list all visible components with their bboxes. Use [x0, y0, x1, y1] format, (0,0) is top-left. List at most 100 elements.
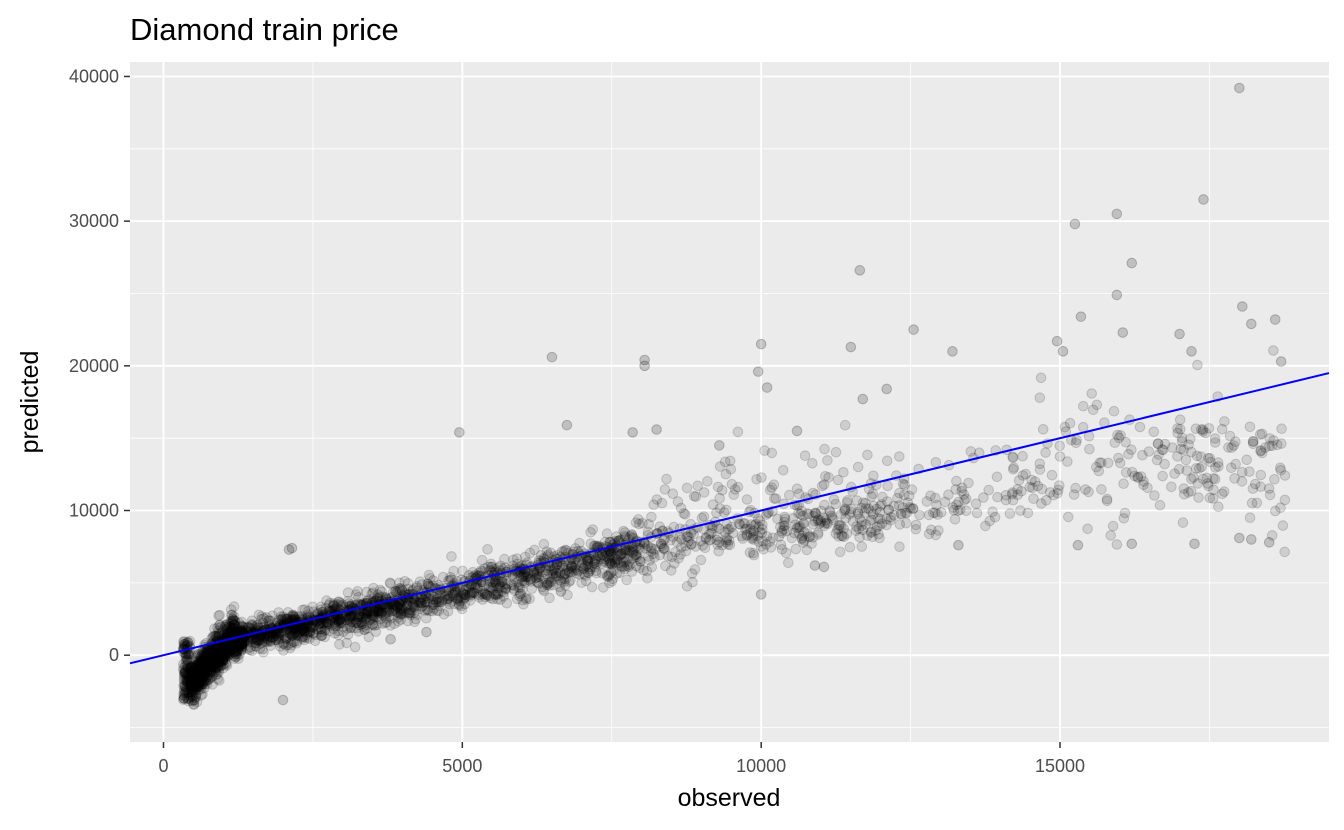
point	[678, 508, 690, 519]
point	[956, 485, 968, 497]
point	[196, 664, 207, 675]
point	[250, 636, 261, 648]
point	[819, 499, 830, 511]
point	[1094, 457, 1106, 469]
point	[213, 657, 224, 668]
point	[809, 508, 821, 519]
point	[286, 638, 297, 649]
x-axis-label: observed	[678, 784, 781, 812]
point	[191, 676, 202, 687]
point	[214, 675, 225, 686]
point	[178, 638, 190, 650]
point	[566, 561, 578, 573]
point	[304, 626, 316, 637]
point	[286, 629, 298, 641]
point	[522, 568, 534, 579]
point	[495, 594, 506, 606]
point	[457, 565, 468, 577]
point	[180, 685, 192, 696]
point	[500, 578, 511, 590]
point	[353, 592, 364, 603]
point	[286, 610, 298, 622]
point	[214, 629, 225, 640]
point	[196, 666, 207, 677]
point	[487, 585, 498, 596]
point	[854, 513, 866, 524]
point	[778, 464, 789, 476]
point	[608, 565, 619, 577]
point	[775, 539, 787, 551]
point	[538, 538, 550, 550]
point	[651, 494, 663, 505]
point	[952, 505, 964, 517]
point	[308, 606, 320, 617]
point	[1255, 445, 1266, 457]
point	[185, 662, 197, 674]
point	[366, 588, 378, 600]
point	[788, 527, 800, 539]
point	[654, 521, 666, 533]
point	[1083, 486, 1094, 498]
point	[264, 615, 275, 627]
point	[824, 505, 835, 517]
point	[499, 553, 510, 565]
point	[200, 672, 212, 684]
point	[749, 520, 760, 531]
point	[786, 532, 798, 544]
point	[1078, 400, 1089, 412]
outlier-point	[947, 346, 958, 357]
point	[196, 654, 207, 666]
point	[704, 535, 715, 546]
outlier-point	[1174, 328, 1185, 340]
point	[601, 558, 613, 569]
point	[566, 561, 577, 572]
point	[193, 676, 204, 687]
point	[1035, 372, 1047, 384]
point	[273, 614, 285, 625]
point	[635, 556, 646, 567]
point	[566, 560, 577, 572]
point	[316, 629, 328, 641]
point	[700, 533, 712, 544]
point	[212, 622, 223, 634]
point	[314, 621, 326, 633]
point	[346, 613, 358, 624]
point	[1172, 427, 1183, 439]
point	[812, 529, 824, 540]
point	[896, 508, 907, 520]
point	[490, 575, 501, 587]
point	[229, 615, 240, 627]
point	[358, 624, 370, 636]
point	[184, 679, 195, 690]
point	[179, 667, 190, 678]
point	[926, 524, 937, 536]
point	[1166, 481, 1177, 493]
point	[180, 665, 191, 677]
point	[630, 517, 642, 528]
point	[415, 597, 427, 609]
point	[1181, 465, 1193, 476]
point	[932, 509, 943, 520]
point	[187, 686, 198, 698]
point	[590, 565, 602, 577]
outlier-point	[1245, 318, 1257, 330]
point	[620, 532, 631, 543]
point	[517, 594, 528, 606]
point	[223, 649, 234, 661]
point	[393, 616, 404, 627]
point	[215, 647, 226, 659]
point	[205, 651, 217, 662]
point	[479, 588, 491, 600]
point	[197, 669, 209, 681]
point	[194, 653, 206, 665]
point	[203, 652, 214, 664]
point	[1102, 457, 1114, 469]
point	[951, 499, 962, 511]
point	[219, 649, 230, 661]
point	[841, 497, 853, 508]
point	[559, 569, 571, 580]
point	[722, 524, 733, 535]
point	[275, 611, 287, 622]
point	[195, 651, 206, 663]
point	[185, 660, 196, 672]
